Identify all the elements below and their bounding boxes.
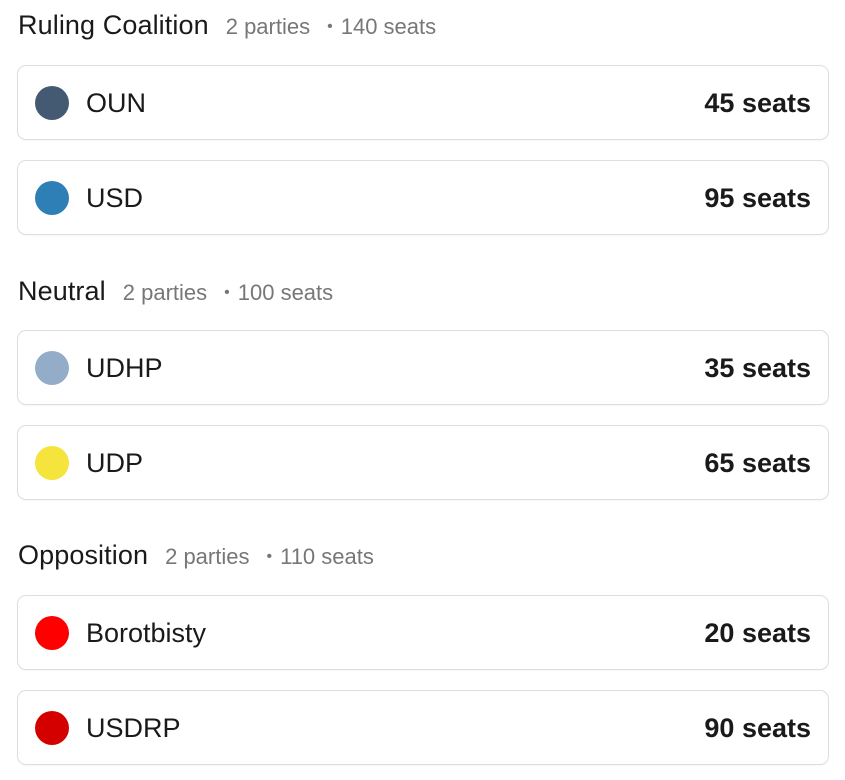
party-card-udp[interactable]: UDP 65 seats xyxy=(17,425,829,500)
group-header: Ruling Coalition 2 parties • 140 seats xyxy=(18,10,436,41)
group-seat-total: 110 seats xyxy=(280,544,374,569)
group-party-count: 2 parties xyxy=(165,544,250,569)
group-party-count: 2 parties xyxy=(122,280,208,305)
party-name: OUN xyxy=(86,88,146,118)
group-title: Neutral xyxy=(18,276,106,306)
party-color-swatch xyxy=(35,86,69,120)
party-seats: 20 seats xyxy=(704,618,811,648)
party-name: Borotbisty xyxy=(86,618,207,648)
group-header: Neutral 2 parties • 100 seats xyxy=(18,276,333,307)
group-seat-total: 100 seats xyxy=(237,280,334,305)
party-color-swatch xyxy=(35,616,69,650)
group-party-count: 2 parties xyxy=(225,14,311,39)
group-title: Opposition xyxy=(18,540,149,570)
separator-dot: • xyxy=(327,18,333,35)
party-name: USD xyxy=(86,183,144,213)
party-card-usd[interactable]: USD 95 seats xyxy=(17,160,829,235)
party-name: UDP xyxy=(86,448,144,478)
separator-dot: • xyxy=(224,284,230,301)
group-header: Opposition 2 parties • 110 seats xyxy=(18,540,374,571)
party-name: UDHP xyxy=(86,353,163,383)
party-color-swatch xyxy=(35,351,69,385)
party-color-swatch xyxy=(35,711,69,745)
separator-dot: • xyxy=(266,548,273,565)
party-color-swatch xyxy=(35,446,69,480)
party-name: USDRP xyxy=(86,713,181,743)
party-card-oun[interactable]: OUN 45 seats xyxy=(17,65,829,140)
group-seat-total: 140 seats xyxy=(340,14,437,39)
party-seats: 95 seats xyxy=(704,183,811,213)
party-card-udhp[interactable]: UDHP 35 seats xyxy=(17,330,829,405)
party-seats: 65 seats xyxy=(704,448,811,478)
party-color-swatch xyxy=(35,181,69,215)
party-seats: 35 seats xyxy=(704,353,811,383)
party-seats: 45 seats xyxy=(704,88,811,118)
party-seats: 90 seats xyxy=(704,713,811,743)
party-card-usdrp[interactable]: USDRP 90 seats xyxy=(17,690,829,765)
group-title: Ruling Coalition xyxy=(18,10,209,40)
party-card-borotbisty[interactable]: Borotbisty 20 seats xyxy=(17,595,829,670)
